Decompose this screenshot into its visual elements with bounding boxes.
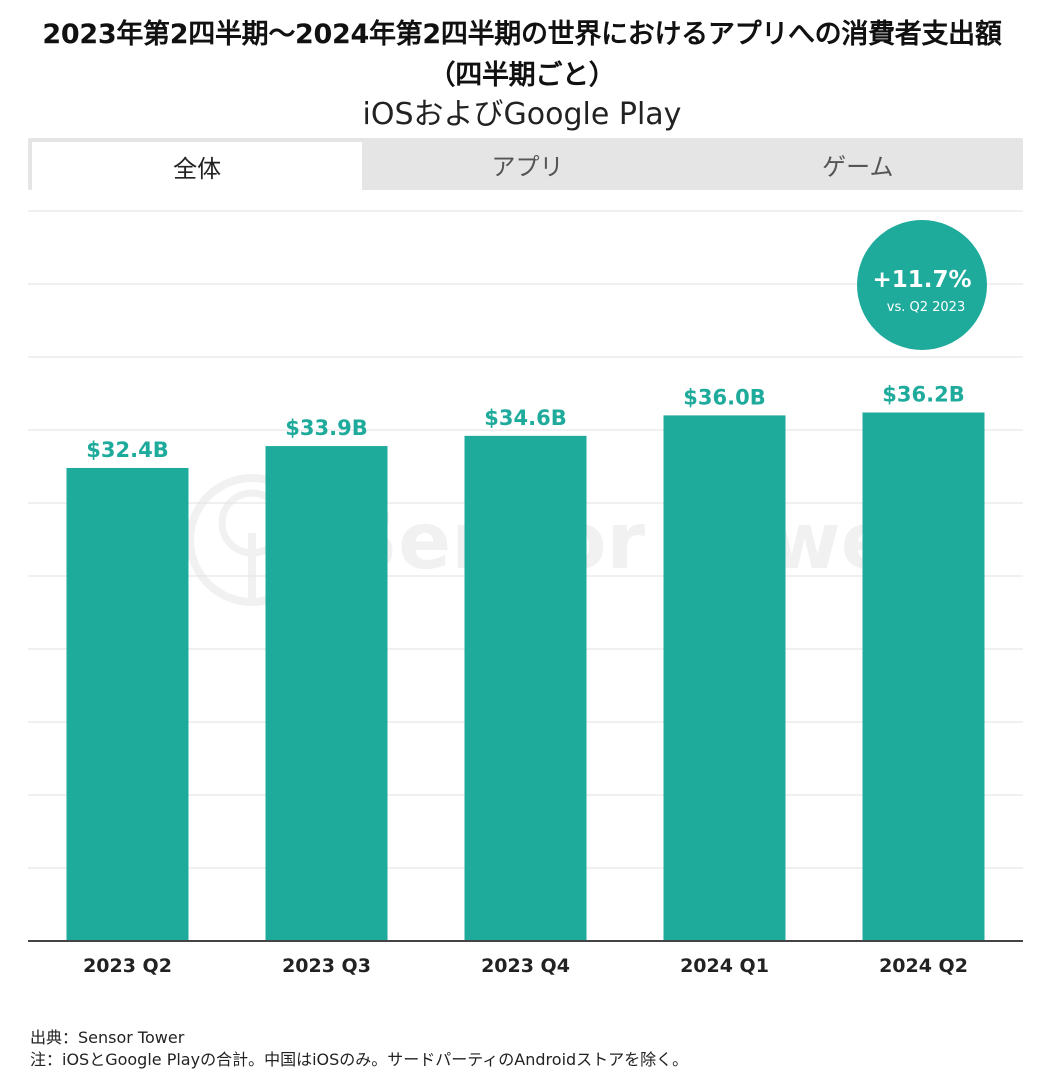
growth-badge-value: +11.7% — [872, 267, 971, 293]
data-labels: $32.4B $33.9B $34.6B $36.0B $36.2B — [86, 382, 964, 461]
bar-2024-q1 — [663, 415, 786, 941]
tab-apps[interactable]: アプリ — [491, 152, 564, 181]
growth-badge: +11.7% vs. Q2 2023 — [857, 220, 987, 350]
bar-value-label: $34.6B — [484, 406, 566, 430]
source-note: 出典：Sensor Tower — [30, 1028, 185, 1047]
watermark-text: Sensor Tower — [342, 497, 933, 587]
tab-games[interactable]: ゲーム — [822, 152, 894, 181]
footnotes: 出典：Sensor Tower 注：iOSとGoogle Playの合計。中国は… — [30, 1027, 1030, 1071]
x-axis-ticks: 2023 Q2 2023 Q3 2023 Q4 2024 Q1 2024 Q2 — [83, 955, 968, 977]
bars — [66, 412, 985, 941]
bar-2023-q3 — [265, 446, 388, 941]
bar-2024-q2 — [862, 412, 985, 941]
category-tabs: 全体 アプリ ゲーム — [28, 138, 1023, 190]
x-tick-label: 2023 Q3 — [282, 955, 371, 977]
chart-title: 2023年第2四半期～2024年第2四半期の世界におけるアプリへの消費者支出額（… — [42, 19, 1002, 91]
x-tick-label: 2024 Q1 — [680, 955, 769, 977]
watermark: Sensor Tower — [186, 474, 933, 606]
growth-badge-note: vs. Q2 2023 — [887, 300, 965, 315]
growth-badge-circle — [857, 220, 987, 350]
tab-all[interactable]: 全体 — [32, 142, 363, 190]
x-tick-label: 2023 Q4 — [481, 955, 570, 977]
bar-2023-q4 — [464, 435, 587, 941]
bar-value-label: $36.2B — [882, 382, 964, 406]
bar-value-label: $36.0B — [683, 385, 765, 409]
bar-value-label: $32.4B — [86, 438, 168, 462]
bar-chart: Sensor Tower $32.4B $33.9B $34.6B $36.0B $36… — [28, 210, 1023, 977]
footnote: 注：iOSとGoogle Playの合計。中国はiOSのみ。サードパーティのAn… — [30, 1050, 689, 1069]
chart-subtitle: iOSおよびGoogle Play — [362, 97, 682, 132]
x-tick-label: 2024 Q2 — [879, 955, 968, 977]
bar-value-label: $33.9B — [285, 416, 367, 440]
bar-2023-q2 — [66, 467, 189, 941]
x-tick-label: 2023 Q2 — [83, 955, 172, 977]
